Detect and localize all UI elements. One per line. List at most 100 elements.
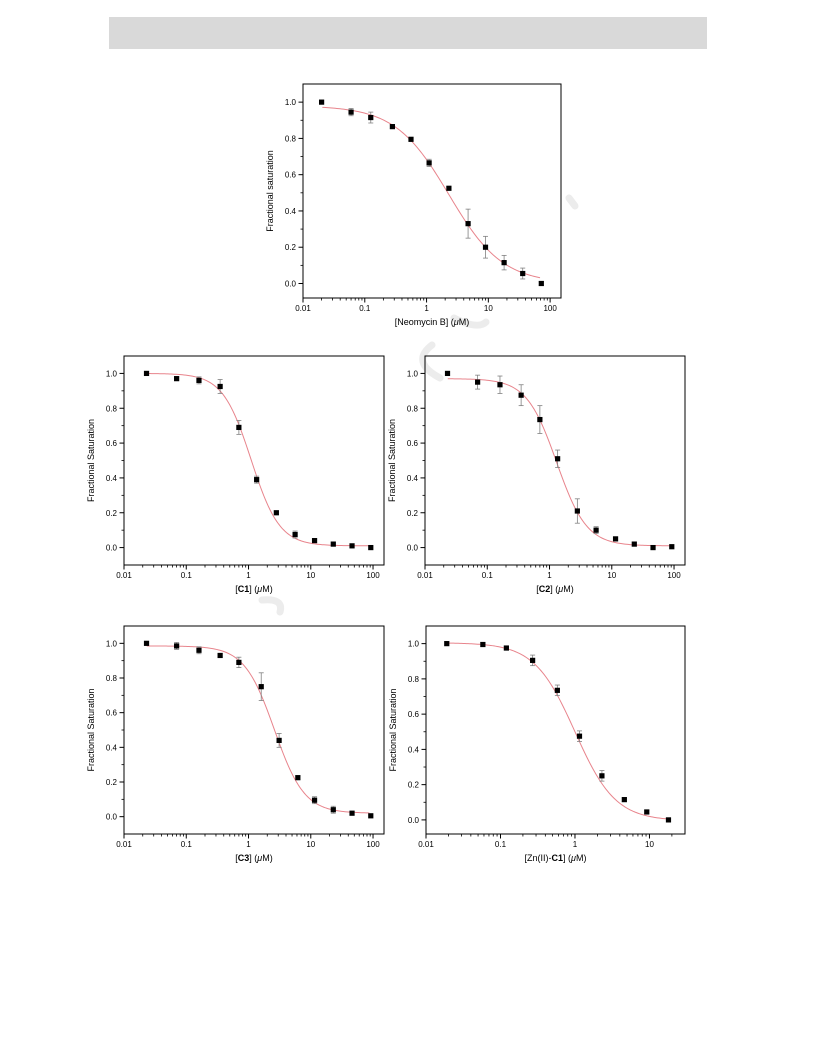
x-tick-label: 1 xyxy=(573,840,578,849)
plot-frame xyxy=(123,625,385,835)
data-point xyxy=(254,477,260,483)
y-tick-label: 0.0 xyxy=(106,544,118,553)
x-tick-label: 1 xyxy=(424,304,429,313)
data-point xyxy=(330,807,336,813)
data-point xyxy=(174,376,180,382)
x-axis-label: [C1] (μM) xyxy=(235,584,272,594)
x-tick-label: 10 xyxy=(306,840,315,849)
chart-neomycin-b: 0.01 0.1 1 10 100 0.0 0.2 0.4 0.6 0.8 1.0 [Neomycin… xyxy=(265,83,562,327)
data-point xyxy=(258,684,264,690)
y-tick-label: 0.2 xyxy=(407,509,419,518)
y-axis-label: Fractional Saturation xyxy=(388,688,398,771)
x-tick-label: 0.1 xyxy=(495,840,507,849)
header-bar xyxy=(109,17,707,49)
y-tick-label: 1.0 xyxy=(285,98,297,107)
x-tick-label: 0.01 xyxy=(116,840,132,849)
data-point xyxy=(311,538,318,544)
data-point xyxy=(143,370,150,377)
y-tick-label: 0.2 xyxy=(285,243,297,252)
y-tick-label: 0.8 xyxy=(285,134,297,143)
data-point xyxy=(530,657,536,663)
y-tick-label: 0.8 xyxy=(106,674,118,683)
y-tick-label: 0.2 xyxy=(408,781,420,790)
data-point xyxy=(368,813,374,819)
chart-c2: 0.01 0.1 1 10 100 0.0 0.2 0.4 0.6 0.8 1.0 [C2] (μM)… xyxy=(387,355,686,594)
y-tick-label: 0.6 xyxy=(285,171,297,180)
data-point xyxy=(669,544,675,550)
data-point xyxy=(276,737,282,743)
fit-curve xyxy=(447,642,668,820)
data-point xyxy=(612,536,619,542)
y-tick-label: 0.8 xyxy=(408,675,420,684)
x-tick-label: 100 xyxy=(543,304,557,313)
fit-curve xyxy=(447,378,671,547)
x-tick-label: 0.1 xyxy=(482,571,494,580)
y-tick-label: 1.0 xyxy=(408,640,420,649)
data-point xyxy=(465,221,471,227)
data-point xyxy=(537,416,543,423)
data-point xyxy=(644,809,650,815)
y-tick-label: 0.8 xyxy=(106,404,118,413)
plot-frame xyxy=(425,625,686,835)
data-point xyxy=(349,810,355,816)
x-tick-label: 10 xyxy=(306,571,315,580)
plot-frame xyxy=(302,83,562,299)
data-point xyxy=(554,687,560,693)
y-tick-label: 0.2 xyxy=(106,778,118,787)
data-point xyxy=(311,797,318,803)
chart-c1: 0.01 0.1 1 10 100 0.0 0.2 0.4 0.6 0.8 1.0 [C1] (μM)… xyxy=(86,355,385,594)
data-point xyxy=(408,136,414,142)
data-point xyxy=(349,543,355,549)
data-point xyxy=(292,531,298,538)
x-tick-label: 100 xyxy=(667,571,681,580)
x-tick-label: 0.1 xyxy=(181,840,193,849)
data-point xyxy=(389,124,396,130)
data-point xyxy=(273,510,279,516)
data-point xyxy=(196,377,202,383)
y-tick-label: 0.4 xyxy=(408,745,420,754)
plot-frame xyxy=(424,355,686,566)
data-point xyxy=(621,797,627,803)
data-point xyxy=(538,280,544,287)
data-point xyxy=(574,508,580,514)
x-tick-label: 0.01 xyxy=(418,840,434,849)
y-tick-label: 0.6 xyxy=(408,710,420,719)
data-point xyxy=(196,647,202,653)
y-tick-label: 0.0 xyxy=(285,279,297,288)
data-point xyxy=(444,370,451,377)
x-tick-label: 10 xyxy=(645,840,654,849)
fit-curve xyxy=(146,373,370,547)
data-point xyxy=(555,456,561,462)
x-axis-label: [C3] (μM) xyxy=(235,853,272,863)
data-point xyxy=(482,244,489,250)
fit-curve xyxy=(322,106,541,279)
data-point xyxy=(503,645,509,651)
data-point xyxy=(475,379,481,385)
data-point xyxy=(631,541,637,547)
data-point xyxy=(330,541,336,547)
data-point xyxy=(665,817,672,823)
data-point xyxy=(497,382,503,388)
data-point xyxy=(501,260,507,266)
y-tick-label: 0.2 xyxy=(106,509,118,518)
x-tick-label: 100 xyxy=(366,840,380,849)
x-tick-label: 0.1 xyxy=(181,571,193,580)
data-point xyxy=(518,392,524,398)
x-tick-label: 0.1 xyxy=(359,304,371,313)
y-axis-label: Fractional Saturation xyxy=(387,419,397,502)
fit-curve xyxy=(146,645,370,814)
y-tick-label: 0.8 xyxy=(407,404,419,413)
data-point xyxy=(217,383,223,390)
y-tick-label: 0.0 xyxy=(407,544,419,553)
data-point xyxy=(348,109,354,115)
x-tick-label: 1 xyxy=(246,840,251,849)
plot-frame xyxy=(123,355,385,566)
data-point xyxy=(650,544,656,551)
y-axis-label: Fractional saturation xyxy=(265,150,275,232)
data-point xyxy=(295,775,301,781)
data-point xyxy=(368,544,374,551)
y-axis-label: Fractional Saturation xyxy=(86,419,96,502)
x-tick-label: 0.01 xyxy=(417,571,433,580)
data-point xyxy=(368,114,374,121)
